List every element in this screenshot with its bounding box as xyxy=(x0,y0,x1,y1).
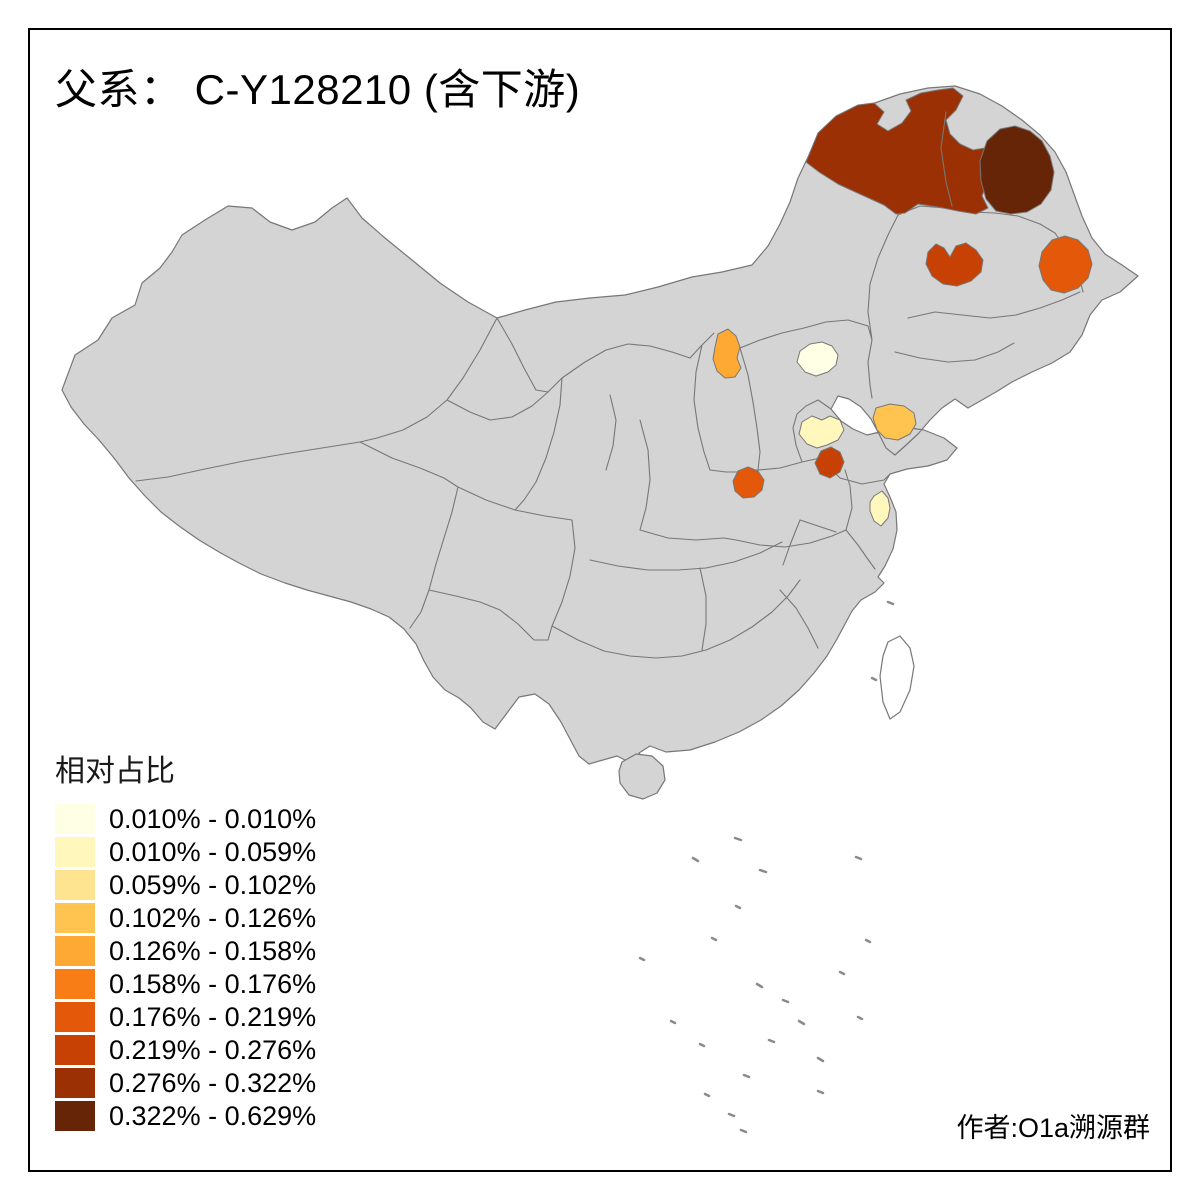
legend-label: 0.010% - 0.010% xyxy=(109,803,317,834)
choropleth-region-jiangsu-anhui-border xyxy=(869,490,891,527)
choropleth-region-northeast-far-north-dark xyxy=(979,125,1055,215)
choropleth-region-shandong-peninsula xyxy=(872,403,917,441)
legend-swatch xyxy=(55,804,95,834)
south-china-sea-islands xyxy=(638,600,895,1134)
legend-row: 0.219% - 0.276% xyxy=(55,1035,316,1065)
legend-swatch xyxy=(55,1035,95,1065)
legend-row: 0.102% - 0.126% xyxy=(55,903,316,933)
legend-row: 0.158% - 0.176% xyxy=(55,969,316,999)
legend-row: 0.322% - 0.629% xyxy=(55,1101,316,1131)
province-borders xyxy=(135,205,1084,659)
legend-label: 0.276% - 0.322% xyxy=(109,1067,317,1098)
legend-row: 0.010% - 0.010% xyxy=(55,804,316,834)
author-credit: 作者:O1a溯源群 xyxy=(956,1113,1150,1143)
legend-label: 0.176% - 0.219% xyxy=(109,1001,317,1032)
prefecture-subdivision-line xyxy=(940,111,953,207)
choropleth-region-shandong-central-south xyxy=(814,446,845,479)
map-title: 父系： C-Y128210 (含下游) xyxy=(55,66,581,113)
taiwan-island xyxy=(879,635,915,720)
choropleth-region-northeast-central xyxy=(925,242,984,287)
legend-row: 0.276% - 0.322% xyxy=(55,1068,316,1098)
legend-row: 0.126% - 0.158% xyxy=(55,936,316,966)
legend-swatch xyxy=(55,1101,95,1131)
legend-label: 0.059% - 0.102% xyxy=(109,869,317,900)
choropleth-region-northeast-east xyxy=(1038,235,1093,294)
legend: 相对占比 0.010% - 0.010% 0.010% - 0.059% 0.0… xyxy=(55,746,316,1134)
legend-swatch xyxy=(55,936,95,966)
legend-label: 0.102% - 0.126% xyxy=(109,902,317,933)
legend-swatch xyxy=(55,870,95,900)
legend-swatch xyxy=(55,903,95,933)
legend-swatch xyxy=(55,1002,95,1032)
legend-swatch xyxy=(55,837,95,867)
legend-swatch xyxy=(55,1068,95,1098)
highlighted-regions xyxy=(712,87,1093,527)
legend-label: 0.322% - 0.629% xyxy=(109,1100,317,1131)
legend-row: 0.059% - 0.102% xyxy=(55,870,316,900)
choropleth-region-henan-west xyxy=(732,466,765,499)
choropleth-region-shandong-west xyxy=(798,415,845,449)
choropleth-region-north-hebei-northwest xyxy=(712,328,742,379)
legend-label: 0.126% - 0.158% xyxy=(109,935,317,966)
legend-row: 0.010% - 0.059% xyxy=(55,837,316,867)
legend-label: 0.158% - 0.176% xyxy=(109,968,317,999)
legend-label: 0.010% - 0.059% xyxy=(109,836,317,867)
legend-label: 0.219% - 0.276% xyxy=(109,1034,317,1065)
legend-row: 0.176% - 0.219% xyxy=(55,1002,316,1032)
legend-title: 相对占比 xyxy=(55,755,175,788)
hainan-island xyxy=(618,753,666,800)
choropleth-region-beijing-area xyxy=(796,341,839,377)
legend-swatch xyxy=(55,969,95,999)
